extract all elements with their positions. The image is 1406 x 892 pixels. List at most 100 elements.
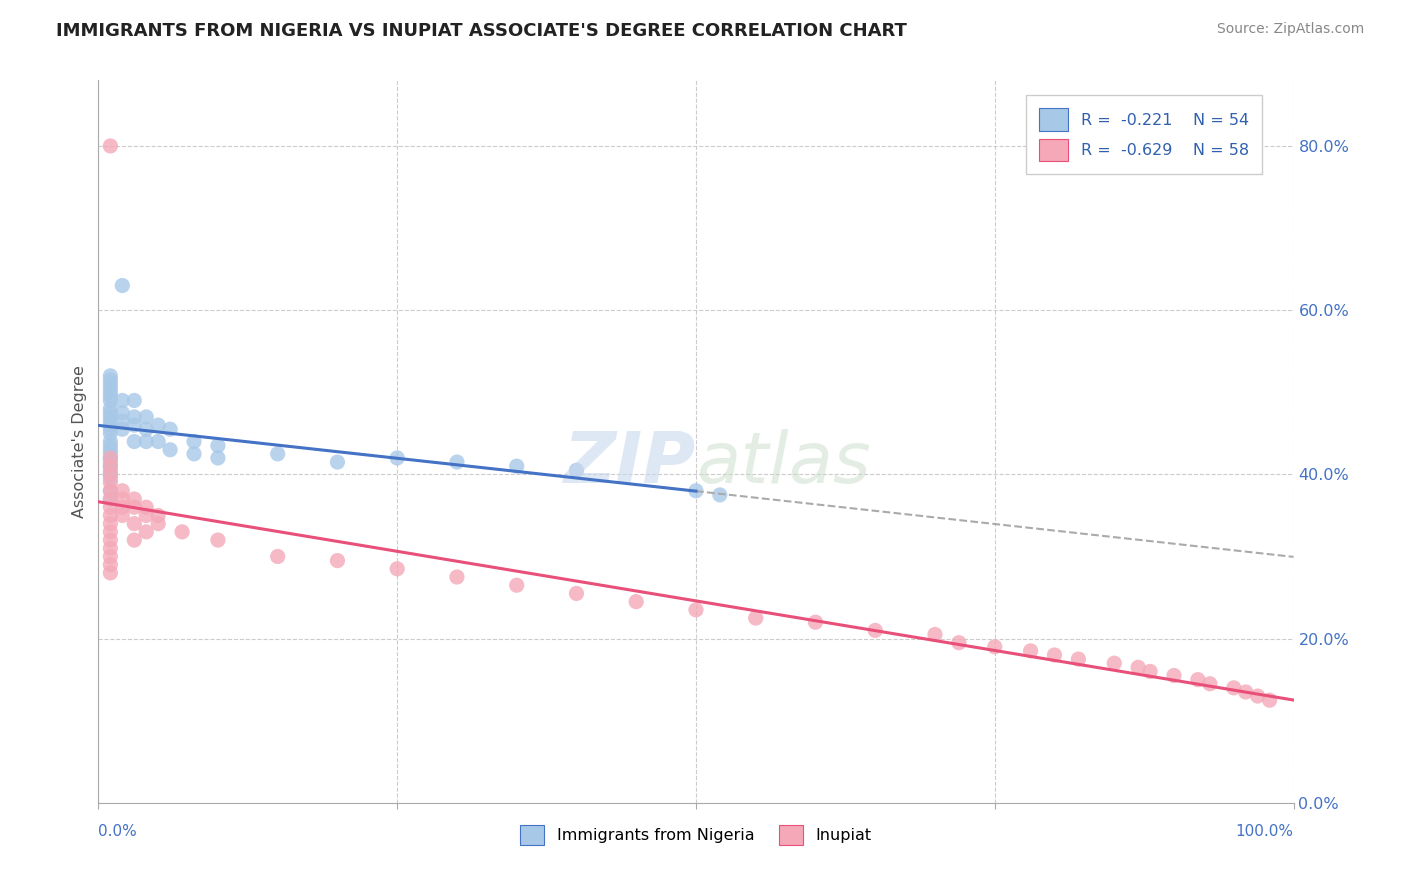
Point <box>1187 673 1209 687</box>
Point <box>98 447 122 461</box>
Point <box>124 516 146 531</box>
Text: Source: ZipAtlas.com: Source: ZipAtlas.com <box>1216 22 1364 37</box>
Point <box>98 483 122 498</box>
Point <box>865 624 887 638</box>
Point <box>98 442 122 457</box>
Point <box>159 422 181 436</box>
Point <box>1223 681 1246 695</box>
Point <box>124 500 146 515</box>
Point <box>98 475 122 490</box>
Point <box>124 491 146 506</box>
Point <box>111 393 134 408</box>
Point <box>1128 660 1150 674</box>
Text: 0.0%: 0.0% <box>98 824 138 839</box>
Point <box>98 434 122 449</box>
Legend: R =  -0.221    N = 54, R =  -0.629    N = 58: R = -0.221 N = 54, R = -0.629 N = 58 <box>1026 95 1261 174</box>
Text: 100.0%: 100.0% <box>1236 824 1294 839</box>
Point <box>326 455 349 469</box>
Point <box>984 640 1007 654</box>
Point <box>1043 648 1066 662</box>
Point <box>207 533 229 547</box>
Point <box>124 434 146 449</box>
Point <box>1019 644 1042 658</box>
Point <box>111 483 134 498</box>
Point <box>111 414 134 428</box>
Point <box>111 491 134 506</box>
Point <box>1163 668 1185 682</box>
Point <box>98 377 122 392</box>
Point <box>446 455 468 469</box>
Point <box>506 459 529 474</box>
Point <box>98 139 122 153</box>
Point <box>124 418 146 433</box>
Point <box>98 533 122 547</box>
Point <box>98 566 122 580</box>
Point <box>385 562 409 576</box>
Point <box>98 439 122 453</box>
Point <box>98 459 122 474</box>
Point <box>98 426 122 441</box>
Point <box>148 418 170 433</box>
Point <box>1067 652 1090 666</box>
Point <box>98 381 122 395</box>
Point <box>111 278 134 293</box>
Point <box>1234 685 1257 699</box>
Point <box>98 541 122 556</box>
Point <box>685 483 707 498</box>
Point <box>111 406 134 420</box>
Point <box>709 488 731 502</box>
Point <box>626 594 648 608</box>
Point <box>1258 693 1281 707</box>
Point <box>98 483 122 498</box>
Point <box>98 508 122 523</box>
Point <box>98 558 122 572</box>
Point <box>98 368 122 383</box>
Point <box>98 524 122 539</box>
Point <box>385 450 409 465</box>
Point <box>98 414 122 428</box>
Point <box>135 524 157 539</box>
Point <box>148 434 170 449</box>
Point <box>98 491 122 506</box>
Point <box>183 447 205 461</box>
Point <box>1199 677 1222 691</box>
Point <box>1139 665 1161 679</box>
Point <box>183 434 205 449</box>
Point <box>135 422 157 436</box>
Point <box>111 500 134 515</box>
Text: IMMIGRANTS FROM NIGERIA VS INUPIAT ASSOCIATE'S DEGREE CORRELATION CHART: IMMIGRANTS FROM NIGERIA VS INUPIAT ASSOC… <box>56 22 907 40</box>
Point <box>565 586 588 600</box>
Point <box>135 500 157 515</box>
Point <box>98 500 122 515</box>
Point <box>207 450 229 465</box>
Point <box>207 439 229 453</box>
Point <box>948 636 970 650</box>
Point <box>98 549 122 564</box>
Point <box>98 406 122 420</box>
Point <box>98 463 122 477</box>
Point <box>98 418 122 433</box>
Point <box>98 409 122 424</box>
Point <box>135 434 157 449</box>
Point <box>98 393 122 408</box>
Point <box>98 471 122 485</box>
Point <box>135 508 157 523</box>
Point <box>98 459 122 474</box>
Point <box>446 570 468 584</box>
Point <box>98 450 122 465</box>
Point <box>1247 689 1270 703</box>
Point <box>98 373 122 387</box>
Point <box>267 549 290 564</box>
Point <box>98 467 122 482</box>
Point <box>98 385 122 400</box>
Point <box>148 508 170 523</box>
Point <box>111 422 134 436</box>
Point <box>98 450 122 465</box>
Point <box>148 516 170 531</box>
Point <box>98 516 122 531</box>
Point <box>804 615 827 630</box>
Point <box>326 553 349 567</box>
Text: ZIP: ZIP <box>564 429 696 498</box>
Point <box>172 524 194 539</box>
Point <box>111 508 134 523</box>
